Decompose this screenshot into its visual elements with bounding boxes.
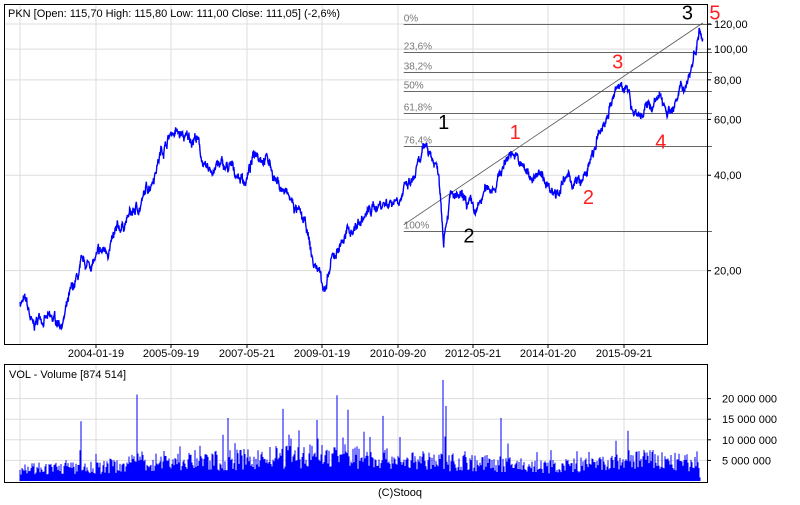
wave-label: 1 xyxy=(510,122,521,144)
x-tick-label: 2007-05-21 xyxy=(219,348,275,360)
volume-axis: 20 000 000 15 000 000 10 000 000 5 000 000 xyxy=(707,394,777,467)
grid xyxy=(5,5,707,344)
price-axis: 120,00 100,00 80,00 60,00 40,00 20,00 xyxy=(707,19,748,278)
wave-label: 3 xyxy=(682,2,693,24)
fibonacci-retracement: 0% 23,6% 38,2% 50% 61,8% 76,4% 100% xyxy=(403,14,712,232)
chart-title: PKN [Open: 115,70 High: 115,80 Low: 111,… xyxy=(8,8,340,20)
y-tick-label: 40,00 xyxy=(714,170,742,182)
x-tick-label: 2010-09-20 xyxy=(370,348,426,360)
wave-label: 1 xyxy=(438,112,449,134)
price-series xyxy=(19,27,704,331)
copyright: (C)Stooq xyxy=(378,487,422,499)
fib-level-label: 50% xyxy=(404,81,424,92)
wave-label: 4 xyxy=(655,132,666,154)
fib-level-label: 0% xyxy=(404,14,419,25)
fib-level-label: 61,8% xyxy=(404,103,432,114)
y-tick-label: 60,00 xyxy=(714,114,742,126)
wave-labels: 1 2 3 1 2 3 4 5 xyxy=(438,2,720,247)
volume-tick-label: 20 000 000 xyxy=(722,394,777,406)
wave-label: 5 xyxy=(709,2,720,24)
trendline xyxy=(403,22,704,226)
volume-title: VOL - Volume [874 514] xyxy=(9,369,126,381)
volume-series xyxy=(19,380,701,481)
wave-label: 2 xyxy=(463,226,474,248)
volume-tick-label: 15 000 000 xyxy=(722,414,777,426)
y-tick-label: 80,00 xyxy=(714,75,742,87)
x-tick-label: 2015-09-21 xyxy=(596,348,652,360)
x-tick-label: 2012-05-21 xyxy=(445,348,501,360)
y-tick-label: 120,00 xyxy=(714,19,748,31)
wave-label: 3 xyxy=(612,51,623,73)
x-tick-label: 2009-01-19 xyxy=(294,348,350,360)
price-line xyxy=(19,27,704,331)
fib-level-label: 23,6% xyxy=(404,42,432,53)
wave-label: 2 xyxy=(583,187,594,209)
volume-panel-frame xyxy=(4,364,708,483)
fib-level-label: 100% xyxy=(404,221,430,232)
fib-level-label: 76,4% xyxy=(404,136,432,147)
y-tick-label: 100,00 xyxy=(714,44,748,56)
date-axis: 2004-01-19 2005-09-19 2007-05-21 2009-01-19… xyxy=(68,344,652,360)
fib-level-label: 38,2% xyxy=(404,62,432,73)
volume-tick-label: 10 000 000 xyxy=(722,435,777,447)
price-panel-frame xyxy=(4,4,708,345)
volume-tick-label: 5 000 000 xyxy=(722,455,771,467)
y-tick-label: 20,00 xyxy=(714,266,742,278)
x-tick-label: 2014-01-20 xyxy=(520,348,576,360)
x-tick-label: 2005-09-19 xyxy=(143,348,199,360)
x-tick-label: 2004-01-19 xyxy=(68,348,124,360)
